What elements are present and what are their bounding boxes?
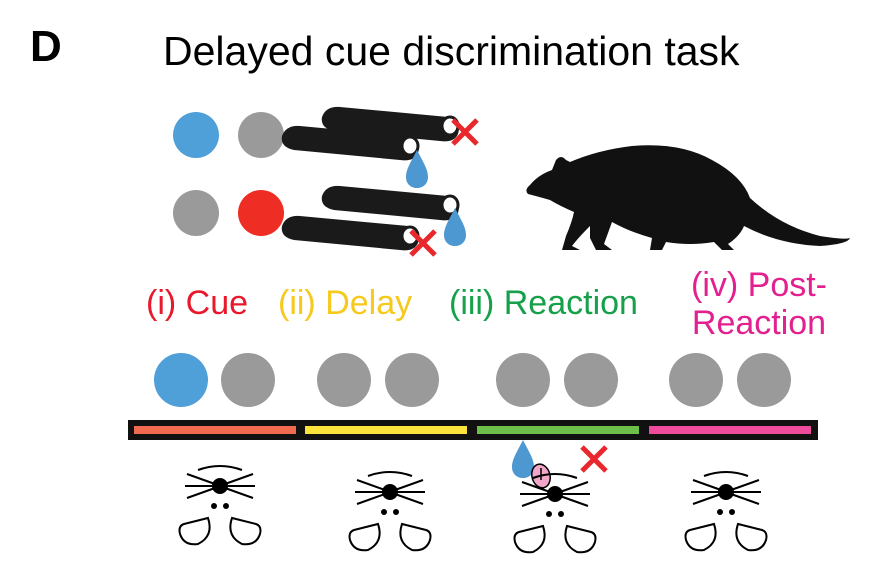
state-light-gray <box>564 353 618 407</box>
mouse-face-icon <box>513 463 597 554</box>
state-light-gray <box>496 353 550 407</box>
timeline-segment-reaction <box>477 426 639 434</box>
panel-letter: D <box>30 22 62 71</box>
timeline-segment-post-reaction <box>649 426 811 434</box>
phase-label-delay: (ii) Delay <box>278 284 413 322</box>
rat-icon <box>526 145 850 250</box>
error-x-icon <box>582 447 606 471</box>
phase-label-post-line2: Reaction <box>691 304 827 342</box>
state-light-gray <box>221 353 275 407</box>
phase-label-cue: (i) Cue <box>146 284 249 322</box>
phase-label-post-line1: (iv) Post- <box>691 266 827 304</box>
timeline-segment-cue <box>134 426 296 434</box>
water-drop-icon <box>512 440 534 478</box>
phase-label-reaction: (iii) Reaction <box>449 284 638 322</box>
lick-spout-icon <box>321 185 460 221</box>
lick-spout-icon <box>281 215 420 251</box>
lick-spout-icon <box>281 125 420 161</box>
state-light-gray <box>669 353 723 407</box>
state-light-blue <box>154 353 208 407</box>
state-light-gray <box>385 353 439 407</box>
phase-label-post-reaction: (iv) Post- Reaction <box>674 266 844 342</box>
cue-light-blue <box>173 112 219 158</box>
state-light-gray <box>317 353 371 407</box>
cue-light-red <box>238 190 284 236</box>
state-light-gray <box>737 353 791 407</box>
mouse-face-icon <box>684 471 768 552</box>
cue-light-gray <box>173 190 219 236</box>
timeline-bar <box>128 420 818 440</box>
cue-light-gray <box>238 112 284 158</box>
diagram-title: Delayed cue discrimination task <box>163 28 740 74</box>
timeline-segment-delay <box>305 426 467 434</box>
mouse-face-icon <box>178 465 262 546</box>
mouse-face-icon <box>348 471 432 552</box>
